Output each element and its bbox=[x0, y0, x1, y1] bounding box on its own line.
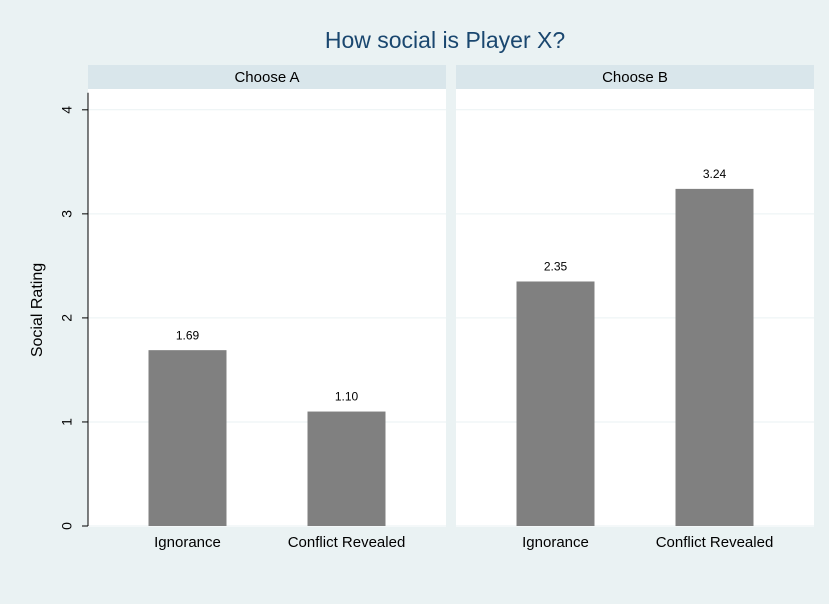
x-tick-label: Conflict Revealed bbox=[656, 534, 774, 551]
chart-title: How social is Player X? bbox=[325, 27, 565, 53]
y-tick-label: 1 bbox=[59, 418, 75, 426]
y-tick-label: 0 bbox=[59, 522, 75, 530]
value-label: 2.35 bbox=[544, 260, 568, 274]
y-tick-label: 3 bbox=[59, 210, 75, 218]
y-axis-label: Social Rating bbox=[29, 263, 46, 357]
panel-title: Choose B bbox=[602, 69, 668, 86]
y-tick-label: 4 bbox=[59, 106, 75, 114]
value-label: 1.69 bbox=[176, 328, 200, 342]
bar bbox=[148, 350, 227, 526]
plot-area bbox=[456, 89, 814, 527]
plot-area bbox=[88, 89, 446, 527]
x-tick-label: Ignorance bbox=[154, 534, 221, 551]
y-tick-label: 2 bbox=[59, 314, 75, 322]
panel-header bbox=[88, 65, 446, 89]
value-label: 3.24 bbox=[703, 167, 727, 181]
bar bbox=[675, 188, 754, 526]
x-tick-label: Conflict Revealed bbox=[288, 534, 406, 551]
bar bbox=[307, 411, 386, 526]
bar bbox=[516, 281, 595, 526]
value-label: 1.10 bbox=[335, 390, 359, 404]
panel-header bbox=[456, 65, 814, 89]
panel-title: Choose A bbox=[234, 69, 299, 86]
x-tick-label: Ignorance bbox=[522, 534, 589, 551]
